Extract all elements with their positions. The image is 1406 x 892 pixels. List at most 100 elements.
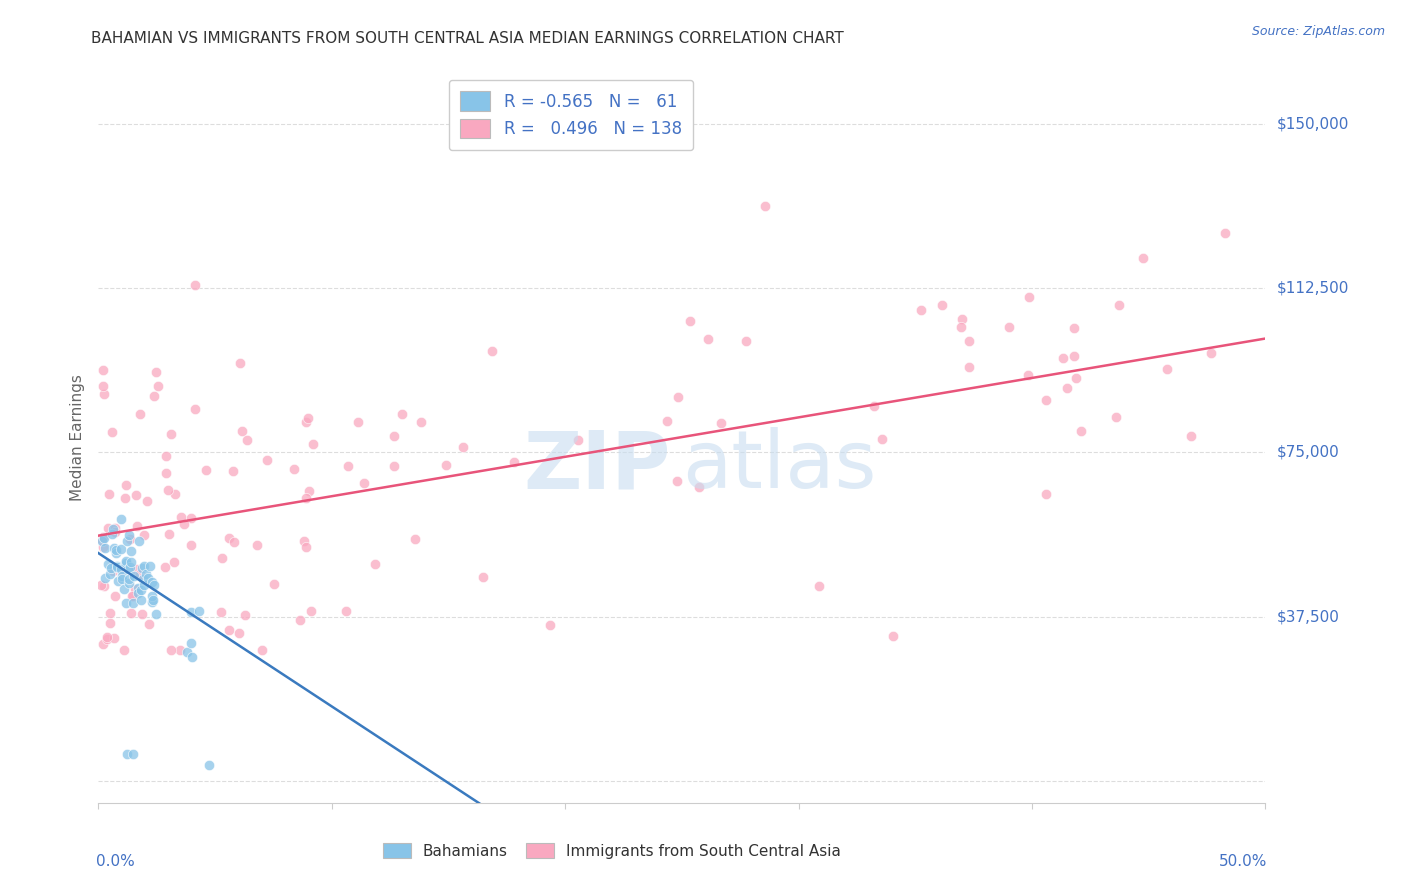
Bahamians xyxy=(120,560,142,574)
Bahamians xyxy=(176,644,198,658)
Bahamians xyxy=(94,541,117,556)
Bahamians xyxy=(132,573,155,587)
Bahamians xyxy=(127,586,149,600)
Bahamians xyxy=(105,558,128,573)
Immigrants from South Central Asia xyxy=(481,343,503,358)
Immigrants from South Central Asia xyxy=(159,642,181,657)
Immigrants from South Central Asia xyxy=(870,432,893,446)
Immigrants from South Central Asia xyxy=(104,589,127,603)
Immigrants from South Central Asia xyxy=(125,519,148,533)
Bahamians xyxy=(107,574,129,588)
Immigrants from South Central Asia xyxy=(997,320,1019,334)
Bahamians xyxy=(141,589,163,603)
Immigrants from South Central Asia xyxy=(90,533,112,547)
Immigrants from South Central Asia xyxy=(957,360,980,375)
Immigrants from South Central Asia xyxy=(710,416,733,430)
Immigrants from South Central Asia xyxy=(120,532,142,546)
Immigrants from South Central Asia xyxy=(364,557,387,571)
Bahamians xyxy=(105,560,128,574)
Immigrants from South Central Asia xyxy=(155,466,177,480)
Immigrants from South Central Asia xyxy=(104,524,127,539)
Immigrants from South Central Asia xyxy=(153,559,176,574)
Immigrants from South Central Asia xyxy=(218,531,240,545)
Bahamians xyxy=(105,543,128,558)
Immigrants from South Central Asia xyxy=(128,567,150,582)
Immigrants from South Central Asia xyxy=(209,606,232,620)
Bahamians xyxy=(97,557,120,571)
Immigrants from South Central Asia xyxy=(382,458,405,473)
Text: $75,000: $75,000 xyxy=(1277,445,1340,460)
Immigrants from South Central Asia xyxy=(807,579,830,593)
Immigrants from South Central Asia xyxy=(121,589,143,603)
Immigrants from South Central Asia xyxy=(114,491,136,506)
Immigrants from South Central Asia xyxy=(131,607,153,621)
Text: $37,500: $37,500 xyxy=(1277,609,1340,624)
Bahamians xyxy=(141,574,163,589)
Bahamians xyxy=(127,581,149,595)
Immigrants from South Central Asia xyxy=(382,428,405,442)
Bahamians xyxy=(145,607,167,622)
Text: ZIP: ZIP xyxy=(523,427,671,506)
Bahamians xyxy=(188,604,211,618)
Immigrants from South Central Asia xyxy=(180,538,202,552)
Bahamians xyxy=(139,558,162,573)
Bahamians xyxy=(141,594,163,608)
Immigrants from South Central Asia xyxy=(1213,226,1236,240)
Immigrants from South Central Asia xyxy=(180,511,202,525)
Bahamians xyxy=(143,578,166,592)
Bahamians xyxy=(115,554,138,568)
Immigrants from South Central Asia xyxy=(1063,349,1085,363)
Immigrants from South Central Asia xyxy=(228,625,250,640)
Immigrants from South Central Asia xyxy=(502,455,524,469)
Immigrants from South Central Asia xyxy=(862,399,884,413)
Bahamians xyxy=(110,511,132,525)
Immigrants from South Central Asia xyxy=(295,491,318,506)
Immigrants from South Central Asia xyxy=(297,411,319,425)
Immigrants from South Central Asia xyxy=(91,540,114,554)
Immigrants from South Central Asia xyxy=(222,535,245,549)
Immigrants from South Central Asia xyxy=(409,415,432,429)
Bahamians xyxy=(103,541,125,556)
Bahamians xyxy=(122,747,145,761)
Immigrants from South Central Asia xyxy=(115,478,138,492)
Immigrants from South Central Asia xyxy=(93,386,115,401)
Immigrants from South Central Asia xyxy=(236,433,259,447)
Immigrants from South Central Asia xyxy=(335,604,357,618)
Bahamians xyxy=(142,593,165,607)
Immigrants from South Central Asia xyxy=(1056,380,1078,394)
Bahamians xyxy=(134,559,156,574)
Immigrants from South Central Asia xyxy=(120,606,142,620)
Immigrants from South Central Asia xyxy=(957,334,980,349)
Immigrants from South Central Asia xyxy=(950,312,973,326)
Bahamians xyxy=(111,572,134,586)
Immigrants from South Central Asia xyxy=(218,623,240,637)
Bahamians xyxy=(180,636,202,650)
Immigrants from South Central Asia xyxy=(129,407,152,421)
Immigrants from South Central Asia xyxy=(124,487,146,501)
Immigrants from South Central Asia xyxy=(451,440,474,454)
Immigrants from South Central Asia xyxy=(1035,487,1057,501)
Immigrants from South Central Asia xyxy=(1063,321,1085,335)
Immigrants from South Central Asia xyxy=(165,486,187,500)
Immigrants from South Central Asia xyxy=(146,379,169,393)
Immigrants from South Central Asia xyxy=(246,538,269,552)
Immigrants from South Central Asia xyxy=(688,480,710,494)
Bahamians xyxy=(110,542,132,557)
Bahamians xyxy=(129,582,152,597)
Immigrants from South Central Asia xyxy=(263,577,285,591)
Immigrants from South Central Asia xyxy=(256,452,278,467)
Immigrants from South Central Asia xyxy=(195,462,218,476)
Immigrants from South Central Asia xyxy=(298,483,321,498)
Immigrants from South Central Asia xyxy=(294,541,316,555)
Immigrants from South Central Asia xyxy=(697,332,720,346)
Immigrants from South Central Asia xyxy=(98,616,121,631)
Bahamians xyxy=(132,577,155,591)
Immigrants from South Central Asia xyxy=(292,533,315,548)
Immigrants from South Central Asia xyxy=(145,365,167,379)
Immigrants from South Central Asia xyxy=(910,302,932,317)
Immigrants from South Central Asia xyxy=(124,562,146,576)
Immigrants from South Central Asia xyxy=(347,415,370,429)
Legend: Bahamians, Immigrants from South Central Asia: Bahamians, Immigrants from South Central… xyxy=(377,837,846,864)
Immigrants from South Central Asia xyxy=(1132,251,1154,265)
Immigrants from South Central Asia xyxy=(283,462,305,476)
